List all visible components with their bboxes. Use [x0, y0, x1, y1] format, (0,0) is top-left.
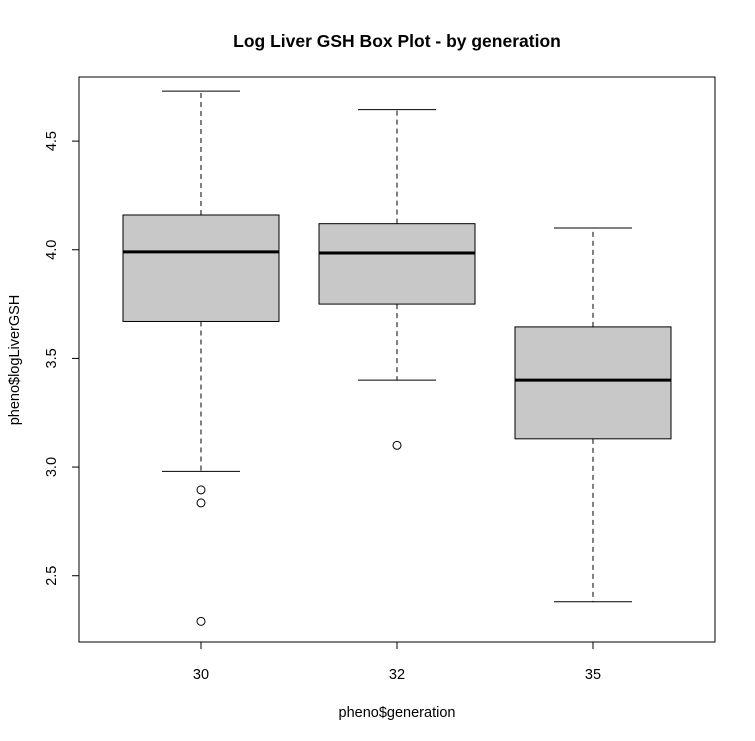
x-tick-label: 30	[193, 667, 209, 683]
box-group-35	[514, 227, 672, 603]
x-axis: 30 32 35	[193, 641, 601, 683]
y-tick-label: 2.5	[44, 566, 60, 586]
y-axis-label: pheno$logLiverGSH	[7, 295, 23, 426]
box-group-32	[318, 109, 476, 450]
chart-title: Log Liver GSH Box Plot - by generation	[233, 31, 561, 51]
iqr-box	[122, 214, 280, 322]
iqr-box	[318, 223, 476, 305]
outlier-point	[196, 498, 206, 508]
x-tick-label: 35	[585, 667, 601, 683]
boxes-group	[122, 90, 672, 626]
outlier-point	[196, 485, 206, 495]
y-tick-label: 4.0	[44, 240, 60, 260]
x-tick-label: 32	[389, 667, 405, 683]
x-axis-label: pheno$generation	[339, 705, 456, 721]
y-tick-label: 4.5	[44, 131, 60, 151]
box-group-30	[122, 90, 280, 626]
outlier-point	[392, 440, 402, 450]
outlier-point	[196, 616, 206, 626]
y-tick-label: 3.0	[44, 457, 60, 477]
y-axis: 2.5 3.0 3.5 4.0 4.5	[44, 131, 80, 586]
y-tick-label: 3.5	[44, 348, 60, 368]
iqr-box	[514, 326, 672, 440]
